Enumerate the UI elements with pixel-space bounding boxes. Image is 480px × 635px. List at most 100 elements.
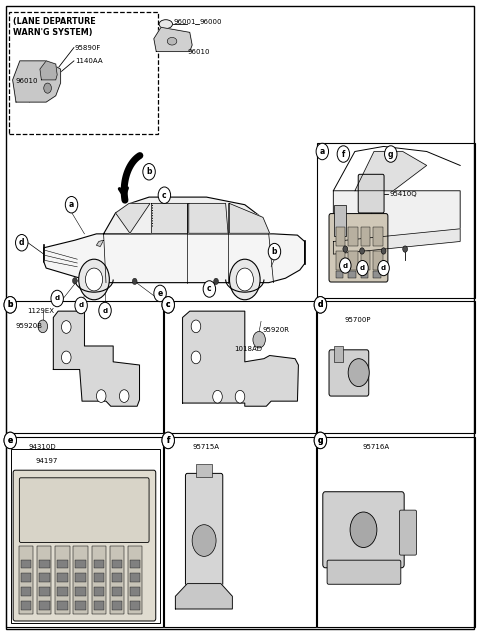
Text: b: b (272, 247, 277, 256)
Text: 94197: 94197 (35, 458, 58, 464)
Text: 1129EX: 1129EX (27, 308, 54, 314)
Text: 94310D: 94310D (28, 444, 56, 450)
Bar (112, 559, 122, 568)
Circle shape (235, 391, 245, 403)
Text: d: d (79, 302, 84, 309)
Circle shape (360, 248, 364, 254)
Polygon shape (96, 240, 104, 246)
Text: 95715A: 95715A (192, 444, 219, 450)
Circle shape (236, 268, 253, 291)
Text: 95920B: 95920B (15, 323, 42, 329)
Bar (39, 587, 49, 596)
Polygon shape (355, 152, 427, 190)
Circle shape (162, 297, 174, 313)
Bar (21, 559, 31, 568)
Circle shape (314, 297, 326, 313)
Circle shape (61, 321, 71, 333)
Text: d: d (318, 300, 323, 309)
Bar (9, 12, 157, 134)
Ellipse shape (159, 20, 172, 29)
Text: c: c (166, 300, 170, 309)
Bar (348, 227, 358, 246)
Circle shape (253, 331, 265, 348)
Circle shape (339, 258, 351, 273)
Circle shape (38, 320, 48, 333)
Circle shape (44, 83, 51, 93)
Circle shape (143, 164, 156, 180)
Bar (57, 573, 68, 582)
Bar (130, 573, 141, 582)
Polygon shape (116, 203, 150, 233)
Polygon shape (152, 203, 187, 233)
Bar (21, 587, 31, 596)
Bar (164, 437, 316, 627)
Text: 95920R: 95920R (263, 326, 289, 333)
Bar (336, 251, 345, 270)
FancyBboxPatch shape (19, 478, 149, 542)
Circle shape (268, 243, 281, 260)
Text: 95890F: 95890F (75, 44, 101, 51)
Circle shape (162, 432, 174, 449)
Circle shape (357, 260, 368, 276)
Bar (164, 301, 316, 433)
Text: d: d (318, 300, 323, 309)
Text: b: b (146, 167, 152, 177)
Circle shape (314, 432, 326, 449)
Bar (75, 573, 86, 582)
Polygon shape (104, 197, 269, 234)
Polygon shape (182, 311, 299, 406)
Circle shape (350, 512, 377, 547)
Bar (39, 601, 49, 610)
Bar (360, 271, 368, 277)
Text: 96000: 96000 (200, 19, 222, 25)
Circle shape (314, 432, 326, 449)
Bar (196, 464, 212, 477)
Polygon shape (333, 229, 460, 254)
Bar (130, 601, 141, 610)
Polygon shape (53, 311, 140, 406)
Bar (94, 601, 104, 610)
Text: d: d (55, 295, 60, 302)
Circle shape (96, 390, 106, 403)
FancyBboxPatch shape (13, 470, 156, 621)
Circle shape (154, 285, 166, 302)
Text: b: b (8, 300, 13, 309)
Bar (94, 559, 104, 568)
Bar (130, 587, 141, 596)
Text: (LANE DEPARTURE
WARN'G SYSTEM): (LANE DEPARTURE WARN'G SYSTEM) (12, 17, 96, 37)
Text: c: c (166, 300, 170, 309)
Circle shape (4, 432, 16, 449)
FancyBboxPatch shape (185, 473, 223, 586)
Text: g: g (318, 436, 323, 445)
Circle shape (378, 260, 389, 276)
Circle shape (4, 297, 16, 313)
Circle shape (191, 351, 201, 364)
Text: 96010: 96010 (15, 77, 37, 84)
Bar (360, 251, 370, 270)
Bar (360, 227, 370, 246)
Text: g: g (318, 436, 323, 445)
Bar (348, 271, 356, 277)
Polygon shape (333, 190, 460, 244)
Bar (6, 437, 163, 627)
Bar (112, 573, 122, 582)
Circle shape (314, 297, 326, 313)
Circle shape (162, 297, 174, 313)
Circle shape (132, 278, 137, 284)
Text: c: c (207, 284, 212, 293)
Text: a: a (69, 200, 74, 209)
Text: d: d (19, 238, 24, 247)
Circle shape (120, 390, 129, 403)
FancyBboxPatch shape (327, 560, 401, 584)
Circle shape (75, 297, 87, 314)
Text: 95716A: 95716A (362, 444, 389, 450)
Circle shape (85, 268, 103, 291)
Text: 1140AA: 1140AA (75, 58, 103, 64)
Bar (348, 251, 358, 270)
Text: e: e (8, 436, 13, 445)
Polygon shape (175, 584, 232, 609)
Text: a: a (320, 147, 325, 156)
Circle shape (99, 302, 111, 319)
Bar (317, 301, 475, 433)
Text: d: d (381, 265, 386, 271)
